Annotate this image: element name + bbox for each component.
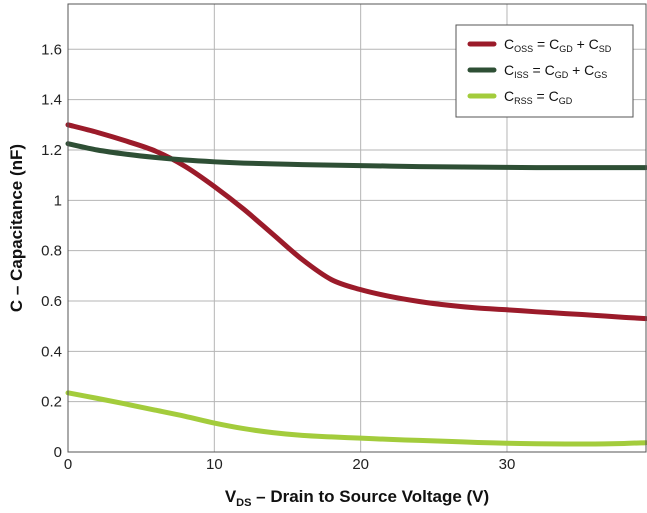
y-tick-label: 1.2 bbox=[41, 142, 62, 159]
y-tick-label: 1.6 bbox=[41, 41, 62, 58]
x-tick-label: 0 bbox=[64, 456, 72, 473]
y-tick-label: 0.4 bbox=[41, 343, 62, 360]
y-axis-title: C – Capacitance (nF) bbox=[7, 144, 26, 312]
tick-labels: 0 10 20 30 0 0.2 0.4 0.6 0.8 1 1.2 1.4 1.6 bbox=[41, 41, 515, 473]
y-tick-label: 1 bbox=[54, 192, 62, 209]
x-axis-title: VDS – Drain to Source Voltage (V) bbox=[225, 487, 489, 509]
series-layer bbox=[65, 122, 647, 447]
y-tick-label: 0.8 bbox=[41, 243, 62, 260]
legend-label: CISS = CGD + CGS bbox=[504, 62, 607, 80]
x-axis-title-rest: – Drain to Source Voltage (V) bbox=[251, 487, 489, 506]
y-tick-label: 0.6 bbox=[41, 293, 62, 310]
plot-frame bbox=[67, 3, 647, 453]
x-axis-title-sub: DS bbox=[236, 497, 251, 509]
series-line-0 bbox=[65, 122, 647, 322]
y-tick-label: 0.2 bbox=[41, 394, 62, 411]
x-tick-label: 10 bbox=[206, 456, 223, 473]
y-tick-label: 0 bbox=[54, 444, 62, 461]
series-line-2 bbox=[65, 390, 647, 447]
y-tick-label: 1.4 bbox=[41, 92, 62, 109]
legend-label: CRSS = CGD bbox=[504, 88, 573, 106]
x-axis-title-main: V bbox=[225, 487, 237, 506]
series-line-1 bbox=[65, 141, 647, 171]
legend-label: COSS = CGD + CSD bbox=[504, 36, 612, 54]
legend: COSS = CGD + CSD CISS = CGD + CGS CRSS = C… bbox=[455, 24, 634, 118]
x-tick-label: 20 bbox=[352, 456, 369, 473]
x-tick-label: 30 bbox=[499, 456, 516, 473]
